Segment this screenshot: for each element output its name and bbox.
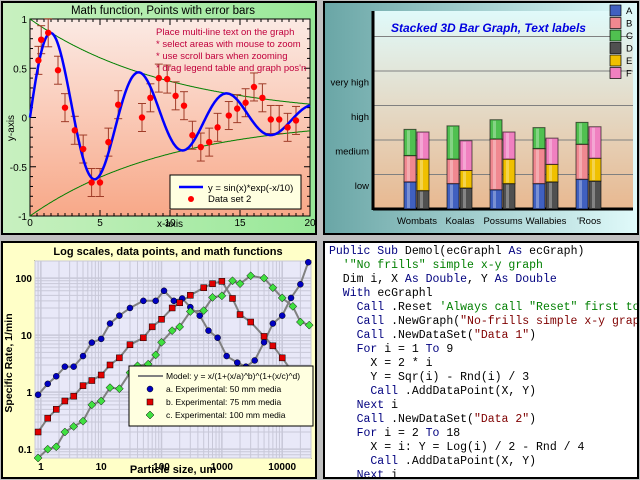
svg-text:high: high (351, 112, 369, 123)
panel-math-function[interactable]: Math function, Points with error bars 0 5… (1, 1, 317, 235)
svg-text:10: 10 (96, 462, 108, 473)
svg-text:-1: -1 (18, 212, 27, 223)
svg-text:100: 100 (153, 462, 170, 473)
x-axis-label: x-axis (157, 219, 183, 230)
code-line: With ecGraphl (329, 287, 433, 300)
legend-table[interactable]: y = sin(x)*exp(-x/10) Data set 2 (169, 174, 302, 210)
annotation-text[interactable]: Place multi-line text on the graph * sel… (156, 27, 306, 74)
code-line: Call .Reset 'Always call "Reset" first t… (329, 301, 639, 314)
svg-text:very high: very high (330, 78, 369, 89)
bar-segment-F[interactable] (588, 126, 602, 159)
code-line: '"No frills" simple x-y graph (329, 259, 543, 272)
legend-series-b: b. Experimental: 75 mm media (166, 397, 282, 407)
legend-series-c: c. Experimental: 100 mm media (166, 410, 286, 420)
code-line: Next i (329, 399, 399, 412)
bar-segment-C[interactable] (446, 125, 460, 160)
category-label: Wallabies (526, 216, 567, 227)
code-line: Public Sub Demol(ecGraphl As ecGraph) (329, 245, 585, 258)
svg-text:1000: 1000 (211, 462, 234, 473)
svg-text:A: A (626, 6, 633, 17)
log-chart[interactable]: Log scales, data points, and math functi… (3, 243, 315, 477)
svg-text:1: 1 (38, 462, 44, 473)
code-line: For i = 1 To 9 (329, 343, 454, 356)
svg-text:F: F (626, 69, 632, 80)
bar-segment-F[interactable] (459, 140, 473, 171)
bar-chart[interactable]: Stacked 3D Bar Graph, Text labels low med… (325, 3, 637, 233)
svg-text:0: 0 (27, 218, 33, 229)
y-axis-label: y-axis (6, 115, 17, 141)
category-label: Wombats (397, 216, 437, 227)
code-line: Call .NewGraph("No-frills simple x-y gra… (329, 315, 639, 328)
chart-title: Math function, Points with error bars (71, 5, 255, 17)
svg-text:low: low (355, 181, 369, 192)
svg-text:10: 10 (21, 331, 33, 342)
svg-text:20: 20 (304, 218, 315, 229)
code-line: Call .NewDataSet("Data 1") (329, 329, 537, 342)
legend-points-label: Data set 2 (208, 194, 251, 205)
bar-segment-C[interactable] (489, 119, 503, 140)
legend-model: Model: y = x/(1+(x/a)^b)^(1+(x/c)^d) (166, 371, 300, 381)
bar-segment-F[interactable] (545, 137, 559, 165)
bar-segment-C[interactable] (532, 127, 546, 150)
svg-text:0.1: 0.1 (18, 445, 32, 456)
chart-title: Stacked 3D Bar Graph, Text labels (391, 21, 586, 35)
svg-text:* select areas with mouse to: * select areas with mouse to zoom (156, 39, 301, 50)
category-label: Possums (483, 216, 522, 227)
code-line: Y = Sqr(i) - Rnd(i) / 3 (329, 371, 530, 384)
code-line: Call .AddDataPoint(X, Y) (329, 385, 537, 398)
code-line: Dim i, X As Double, Y As Double (329, 273, 557, 286)
svg-text:-0.5: -0.5 (10, 163, 28, 174)
svg-text:* drag legend table and graph: * drag legend table and graph pos'n (156, 63, 306, 74)
svg-text:15: 15 (234, 218, 246, 229)
panel-log-scales[interactable]: Log scales, data points, and math functi… (1, 241, 317, 479)
svg-text:10000: 10000 (268, 462, 296, 473)
svg-text:1: 1 (21, 15, 27, 26)
x-axis-label: Particle size, um (130, 464, 216, 476)
code-line: Next i (329, 469, 399, 479)
legend-series-a: a. Experimental: 50 mm media (166, 384, 282, 394)
svg-text:E: E (626, 56, 632, 67)
svg-text:10: 10 (164, 218, 176, 229)
code-listing[interactable]: Public Sub Demol(ecGraphl As ecGraph) '"… (325, 243, 639, 479)
panel-code-editor[interactable]: Public Sub Demol(ecGraphl As ecGraph) '"… (323, 241, 639, 479)
category-label: Koalas (445, 216, 474, 227)
bar-segment-F[interactable] (502, 131, 516, 160)
svg-text:* use scroll bars when zoomin: * use scroll bars when zooming (156, 51, 287, 62)
legend-table[interactable]: Model: y = x/(1+(x/a)^b)^(1+(x/c)^d) a. … (128, 365, 314, 427)
code-line: Call .NewDataSet("Data 2") (329, 413, 537, 426)
code-line: Call .AddDataPoint(X, Y) (329, 455, 537, 468)
code-line: For i = 2 To 18 (329, 427, 461, 440)
category-label: 'Roos (577, 216, 601, 227)
y-axis-label: Specific Rate, 1/min (3, 313, 15, 412)
svg-text:1: 1 (26, 388, 32, 399)
svg-text:5: 5 (97, 218, 103, 229)
code-line: X = i: Y = Log(i) / 2 - Rnd / 4 (329, 441, 585, 454)
svg-text:0.5: 0.5 (13, 64, 27, 75)
panel-stacked-bar[interactable]: Stacked 3D Bar Graph, Text labels low med… (323, 1, 639, 235)
svg-text:Place multi-line text on the g: Place multi-line text on the graph (156, 27, 294, 38)
svg-text:100: 100 (15, 274, 32, 285)
bar-segment-C[interactable] (403, 128, 417, 157)
bar-segment-C[interactable] (575, 121, 589, 145)
svg-text:medium: medium (335, 147, 369, 158)
code-line: X = 2 * i (329, 357, 433, 370)
svg-text:C: C (626, 31, 633, 42)
math-chart[interactable]: Math function, Points with error bars 0 5… (3, 3, 315, 233)
bar-segment-F[interactable] (416, 131, 430, 160)
legend-curve-label: y = sin(x)*exp(-x/10) (208, 183, 293, 194)
svg-text:0: 0 (21, 114, 27, 125)
svg-text:B: B (626, 19, 632, 30)
svg-text:D: D (626, 44, 633, 55)
chart-title: Log scales, data points, and math functi… (53, 246, 282, 258)
